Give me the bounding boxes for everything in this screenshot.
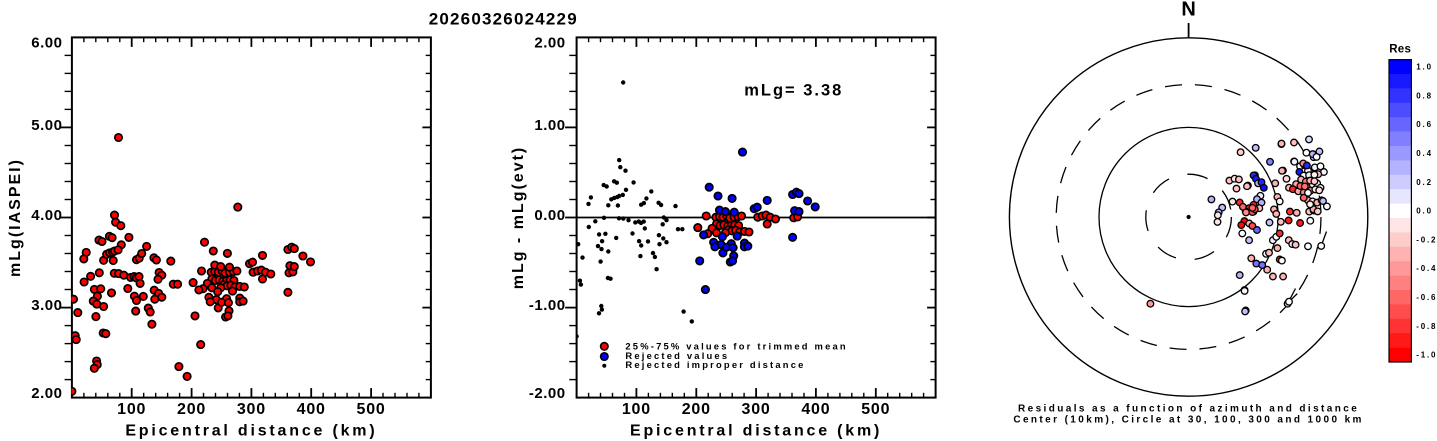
- svg-text:0.2: 0.2: [1416, 178, 1433, 187]
- svg-text:25%-75% values for trimmed mea: 25%-75% values for trimmed mean: [625, 340, 847, 351]
- svg-text:4.00: 4.00: [31, 207, 62, 224]
- svg-text:-0.8: -0.8: [1416, 322, 1437, 331]
- svg-text:Epicentral distance (km): Epicentral distance (km): [630, 423, 882, 440]
- svg-text:-0.4: -0.4: [1416, 264, 1437, 273]
- svg-text:-2.00: -2.00: [529, 385, 566, 402]
- svg-text:mLg(IASPEI): mLg(IASPEI): [7, 158, 24, 277]
- svg-text:0.6: 0.6: [1416, 120, 1433, 129]
- svg-text:mLg= 3.38: mLg= 3.38: [744, 81, 843, 99]
- svg-text:5.00: 5.00: [31, 117, 62, 134]
- svg-text:Rejected values: Rejected values: [625, 350, 729, 361]
- svg-text:400: 400: [801, 401, 830, 418]
- svg-text:-0.2: -0.2: [1416, 235, 1437, 244]
- svg-text:100: 100: [622, 401, 651, 418]
- svg-text:100: 100: [117, 401, 146, 418]
- svg-text:20260326024229: 20260326024229: [429, 10, 578, 29]
- svg-text:1.0: 1.0: [1416, 63, 1433, 72]
- svg-text:3.00: 3.00: [31, 297, 62, 314]
- svg-text:500: 500: [357, 401, 386, 418]
- svg-text:-1.00: -1.00: [529, 297, 566, 314]
- svg-text:N: N: [1181, 0, 1195, 21]
- svg-text:2.00: 2.00: [534, 34, 565, 51]
- svg-text:Center (10km), Circle at 30, 1: Center (10km), Circle at 30, 100, 300 an…: [1013, 415, 1364, 426]
- svg-text:0.0: 0.0: [1416, 207, 1433, 216]
- svg-text:0.4: 0.4: [1416, 149, 1433, 158]
- svg-text:200: 200: [177, 401, 206, 418]
- svg-text:6.00: 6.00: [31, 34, 62, 51]
- svg-text:500: 500: [861, 401, 890, 418]
- svg-text:Rejected improper distance: Rejected improper distance: [625, 359, 805, 370]
- svg-text:400: 400: [297, 401, 326, 418]
- svg-text:-0.6: -0.6: [1416, 293, 1437, 302]
- svg-text:-1.0: -1.0: [1416, 351, 1437, 360]
- svg-text:1.00: 1.00: [534, 117, 565, 134]
- svg-text:Res: Res: [1389, 44, 1411, 56]
- svg-text:300: 300: [237, 401, 266, 418]
- svg-text:300: 300: [742, 401, 771, 418]
- svg-text:Epicentral distance (km): Epicentral distance (km): [125, 423, 377, 440]
- svg-text:Residuals as a function of azi: Residuals as a function of azimuth and d…: [1018, 403, 1359, 414]
- svg-text:mLg - mLg(evt): mLg - mLg(evt): [510, 146, 527, 290]
- svg-text:0.8: 0.8: [1416, 91, 1433, 100]
- svg-text:2.00: 2.00: [31, 385, 62, 402]
- svg-text:0.00: 0.00: [534, 207, 565, 224]
- svg-text:200: 200: [682, 401, 711, 418]
